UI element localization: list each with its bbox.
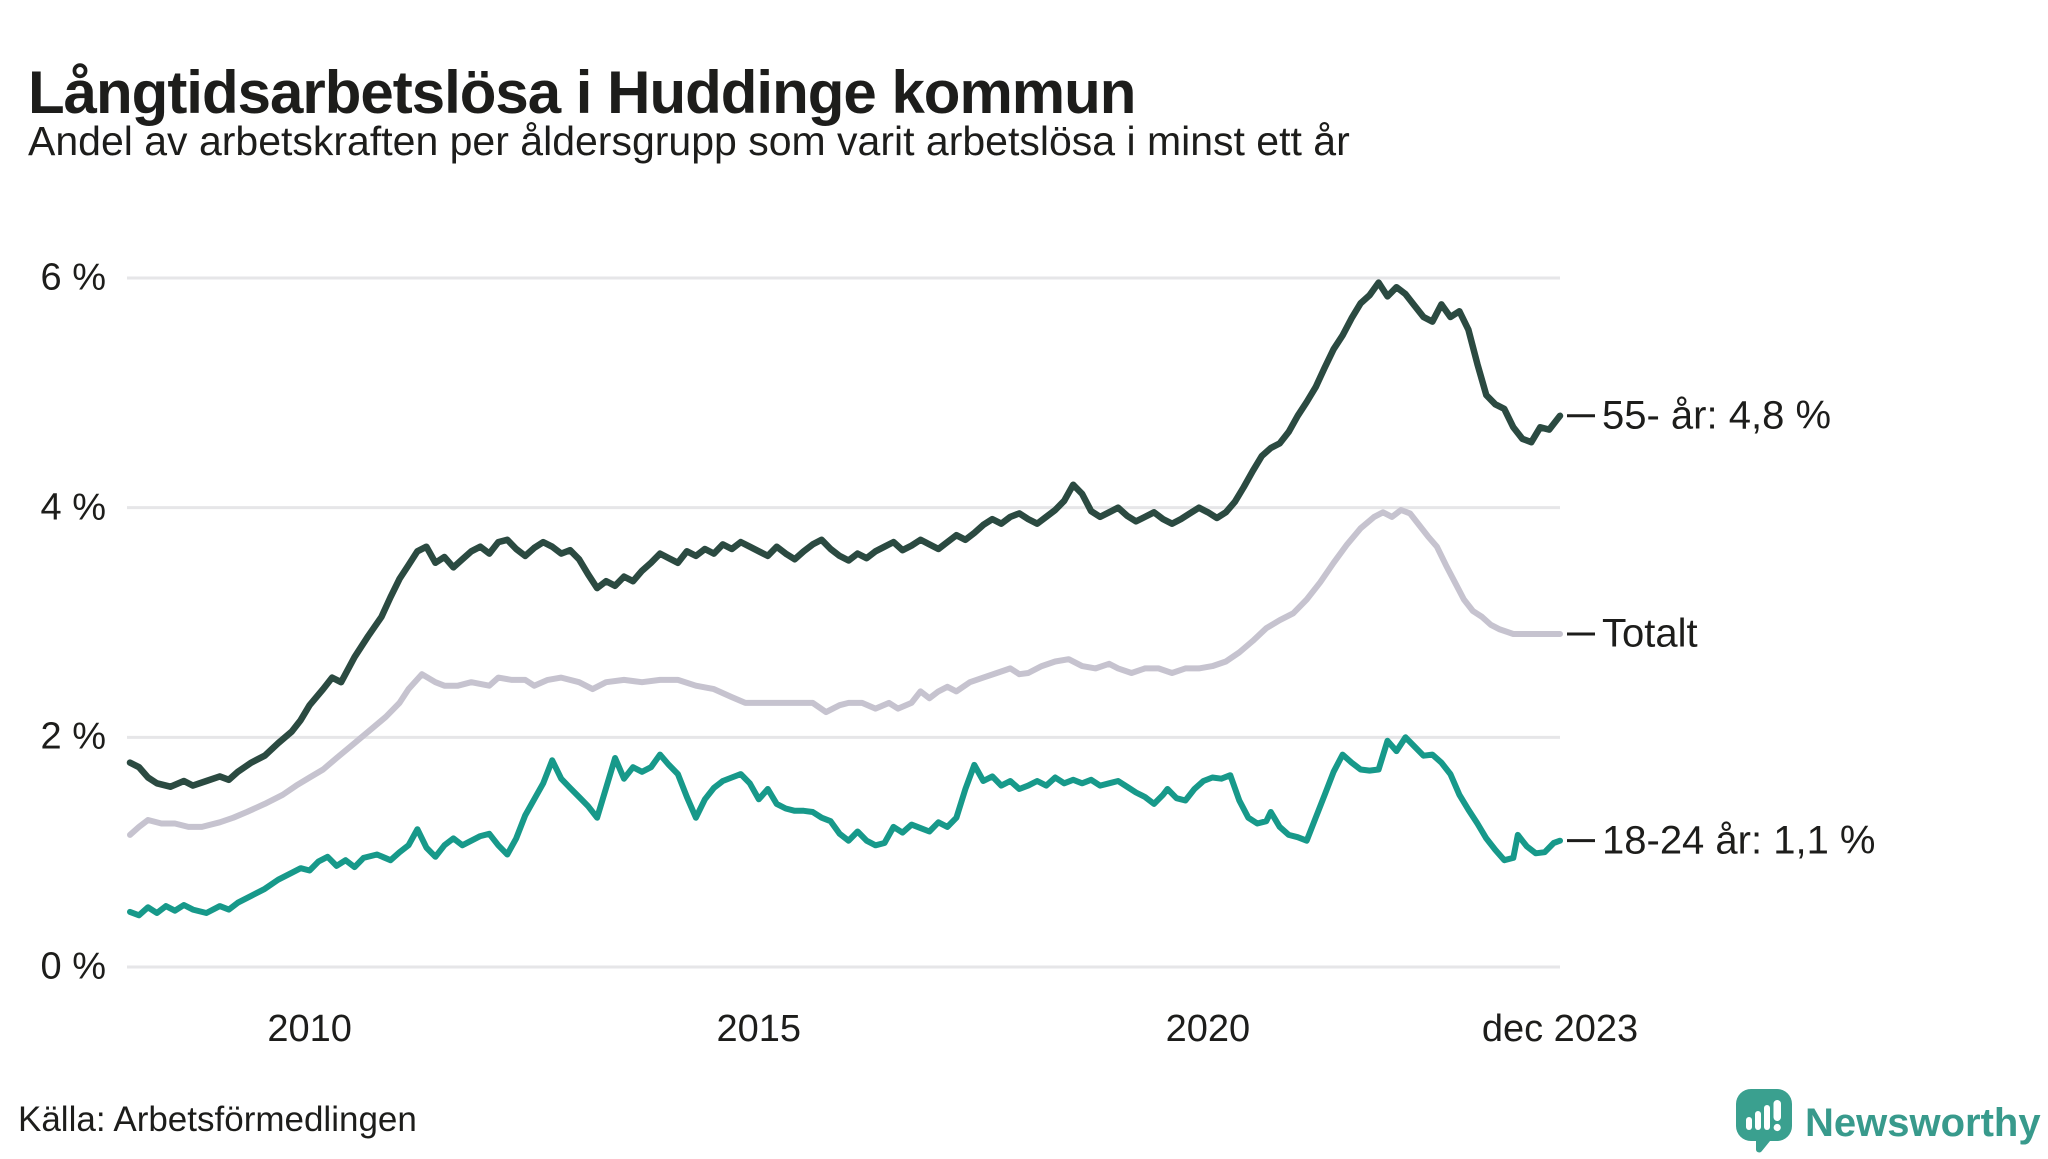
- series-end-label-Totalt: Totalt: [1602, 611, 1698, 656]
- gridlines: [127, 276, 1560, 969]
- newsworthy-logo[interactable]: Newsworthy: [1735, 1088, 2041, 1159]
- series-line-Totalt: [127, 507, 1563, 838]
- bar-chart-speech-bubble-icon: [1735, 1088, 1793, 1159]
- x-tick-label-2020: 2020: [1165, 1008, 1251, 1050]
- chart-subtitle: Andel av arbetskraften per åldersgrupp s…: [28, 118, 1350, 164]
- newsworthy-wordmark: Newsworthy: [1805, 1101, 2041, 1145]
- x-tick-label-2010: 2010: [267, 1008, 352, 1050]
- y-tick-label-2: 2 %: [40, 715, 106, 758]
- series-end-label-55--år: 55- år: 4,8 %: [1602, 393, 1832, 438]
- y-tick-label-4: 4 %: [40, 486, 106, 529]
- x-tick-label-dec-2023: dec 2023: [1481, 1008, 1639, 1050]
- y-tick-label-6: 6 %: [40, 256, 106, 299]
- x-tick-label-2015: 2015: [716, 1008, 802, 1050]
- series-end-ticks: [1567, 414, 1595, 843]
- y-tick-label-0: 0 %: [40, 945, 106, 988]
- series-lines: [126, 279, 1564, 919]
- page-title: Långtidsarbetslösa i Huddinge kommun: [28, 59, 1136, 127]
- series-end-label-18-24-år: 18-24 år: 1,1 %: [1602, 818, 1876, 863]
- series-line-18-24-år: [127, 734, 1563, 919]
- source-note: Källa: Arbetsförmedlingen: [18, 1100, 417, 1139]
- series-line-55--år: [126, 279, 1564, 790]
